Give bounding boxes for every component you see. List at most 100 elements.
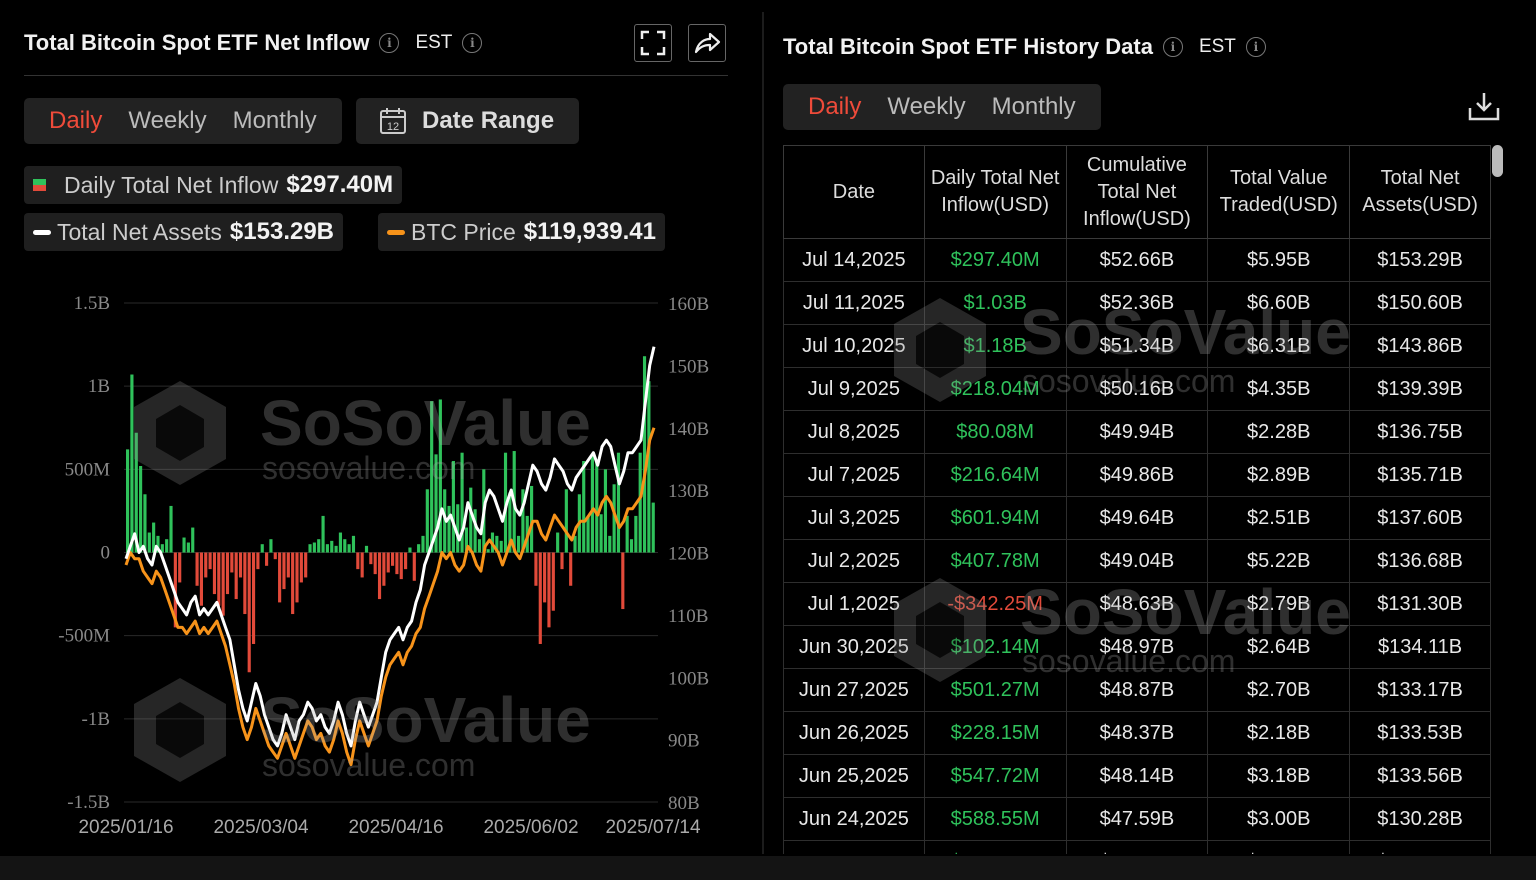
tab-daily[interactable]: Daily [808, 93, 862, 120]
fullscreen-button[interactable] [634, 24, 672, 62]
cell-cumulative: $50.16B [1065, 367, 1209, 411]
table-body: Jul 14,2025 $297.40M $52.66B $5.95B $153.29B… [783, 238, 1491, 854]
inflow-bar [165, 539, 169, 553]
tab-monthly[interactable]: Monthly [991, 93, 1076, 120]
inflow-bar [595, 461, 599, 553]
table-row[interactable]: Jul 8,2025 $80.08M $49.94B $2.28B $136.75B [783, 410, 1491, 454]
col-date[interactable]: Date [783, 145, 925, 239]
table-row[interactable]: Jul 9,2025 $218.04M $50.16B $4.35B $139.39B [783, 367, 1491, 411]
table-row[interactable]: Jul 14,2025 $297.40M $52.66B $5.95B $153.29B [783, 238, 1491, 282]
inflow-bar [243, 552, 247, 615]
inflow-bar [451, 461, 455, 553]
date-range-label: Date Range [422, 107, 555, 134]
cell-date: Jul 7,2025 [783, 453, 925, 497]
inflow-bar [256, 552, 260, 570]
inflow-bar [343, 539, 347, 553]
cell-daily-inflow: $547.72M [923, 754, 1067, 798]
table-row[interactable]: Jul 3,2025 $601.94M $49.64B $2.51B $137.60B [783, 496, 1491, 540]
btc-swatch [387, 229, 405, 235]
table-row[interactable]: Jul 1,2025 -$342.25M $48.63B $2.79B $131.30B [783, 582, 1491, 626]
date-range-button[interactable]: 12 Date Range [356, 98, 579, 144]
cell-date: Jul 8,2025 [783, 410, 925, 454]
cell-value-traded: $3.18B [1207, 754, 1351, 798]
cell-daily-inflow: $102.14M [923, 625, 1067, 669]
col-daily-inflow[interactable]: Daily Total Net Inflow(USD) [923, 145, 1067, 239]
cell-value-traded: $6.60B [1207, 281, 1351, 325]
info-icon[interactable]: i [379, 33, 400, 53]
cell-net-assets: $134.11B [1349, 625, 1491, 669]
cell-value-traded: $2.28B [1207, 410, 1351, 454]
table-row[interactable]: Jun 27,2025 $501.27M $48.87B $2.70B $133.17B [783, 668, 1491, 712]
info-icon[interactable]: i [1162, 37, 1183, 57]
history-table-container[interactable]: Date Daily Total Net Inflow(USD) Cumulat… [783, 145, 1491, 854]
right-axis-tick: 80B [668, 793, 700, 814]
inflow-bar [139, 466, 143, 553]
inflow-bar [391, 552, 395, 566]
table-row[interactable]: Jun 30,2025 $102.14M $48.97B $2.64B $134.11B [783, 625, 1491, 669]
inflow-bar [286, 552, 290, 578]
inflow-bar [330, 540, 334, 553]
inflow-bar [438, 399, 442, 553]
inflow-bar [608, 535, 612, 553]
inflow-bar [351, 535, 356, 553]
inflow-bar [464, 527, 468, 553]
share-icon [694, 32, 721, 54]
right-timezone[interactable]: EST [1198, 36, 1236, 57]
legend-inflow-value: $297.40M [286, 171, 394, 198]
table-row[interactable]: Jun 24,2025 $588.55M $47.59B $3.00B $130.28B [783, 797, 1491, 841]
cell-date: Jun 25,2025 [783, 754, 925, 798]
col-value-traded[interactable]: Total Value Traded(USD) [1207, 145, 1351, 239]
inflow-bar [282, 552, 286, 590]
tab-weekly[interactable]: Weekly [887, 93, 966, 120]
table-row[interactable]: Jul 11,2025 $1.03B $52.36B $6.60B $150.60B [783, 281, 1491, 325]
timezone-info-icon[interactable]: i [462, 33, 483, 53]
col-cumulative-inflow[interactable]: Cumulative Total Net Inflow(USD) [1065, 145, 1209, 239]
tab-weekly[interactable]: Weekly [128, 107, 207, 134]
cell-net-assets: $139.39B [1349, 367, 1491, 411]
inflow-bar [651, 502, 655, 553]
share-button[interactable] [688, 24, 726, 62]
timezone-info-icon[interactable]: i [1245, 37, 1266, 57]
left-timezone[interactable]: EST [415, 32, 453, 53]
col-net-assets[interactable]: Total Net Assets(USD) [1349, 145, 1491, 239]
table-row[interactable]: Jun 23,2025$350.43M$47.01B$4.44B$126.61B [783, 840, 1491, 854]
inflow-bar [486, 549, 490, 553]
cell-cumulative: $48.63B [1065, 582, 1209, 626]
legend-assets[interactable]: Total Net Assets $153.29B [24, 213, 344, 251]
x-axis-tick: 2025/07/14 [605, 817, 701, 838]
inflow-bar [564, 489, 568, 553]
inflow-bar [460, 452, 464, 553]
cell-cumulative: $52.36B [1065, 281, 1209, 325]
cell-value-traded: $4.35B [1207, 367, 1351, 411]
cell-daily-inflow: $228.15M [923, 711, 1067, 755]
download-icon[interactable] [1466, 88, 1502, 124]
cell-net-assets: $131.30B [1349, 582, 1491, 626]
tab-daily[interactable]: Daily [49, 107, 103, 134]
inflow-bar [178, 552, 182, 583]
cell-date: Jul 14,2025 [783, 238, 925, 282]
inflow-bar [421, 535, 425, 553]
right-axis-tick: 150B [668, 356, 709, 377]
legend-inflow[interactable]: Daily Total Net Inflow $297.40M [24, 166, 403, 204]
table-header-row: Date Daily Total Net Inflow(USD) Cumulat… [783, 145, 1491, 239]
table-row[interactable]: Jul 7,2025 $216.64M $49.86B $2.89B $135.71B [783, 453, 1491, 497]
table-row[interactable]: Jul 10,2025 $1.18B $51.34B $6.31B $143.86B [783, 324, 1491, 368]
table-scrollbar[interactable] [1492, 145, 1503, 177]
inflow-bar [321, 515, 325, 553]
tab-monthly[interactable]: Monthly [232, 107, 317, 134]
cell-date: Jul 2,2025 [783, 539, 925, 583]
cell-value-traded: $5.95B [1207, 238, 1351, 282]
legend-inflow-label: Daily Total Net Inflow [64, 171, 279, 198]
table-row[interactable]: Jun 26,2025 $228.15M $48.37B $2.18B $133.53B [783, 711, 1491, 755]
inflow-bar [417, 544, 421, 553]
net-inflow-chart[interactable]: 1.5B 1B 500M 0 -500M -1B -1.5B 160B 150B 140B 130B… [0, 270, 750, 850]
inflow-bar [373, 552, 377, 575]
right-axis-tick: 130B [668, 481, 709, 502]
cell-net-assets: $137.60B [1349, 496, 1491, 540]
legend-btc[interactable]: BTC Price $119,939.41 [378, 213, 665, 251]
cell-net-assets: $133.17B [1349, 668, 1491, 712]
table-row[interactable]: Jun 25,2025 $547.72M $48.14B $3.18B $133.56B [783, 754, 1491, 798]
table-row[interactable]: Jul 2,2025 $407.78M $49.04B $5.22B $136.68B [783, 539, 1491, 583]
inflow-bar [586, 515, 590, 553]
inflow-bar [516, 535, 521, 553]
